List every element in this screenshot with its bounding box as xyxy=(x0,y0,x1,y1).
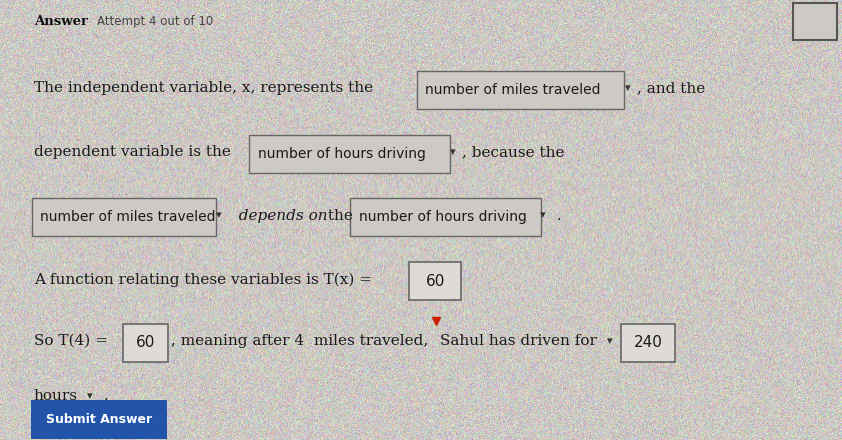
Text: Attempt 4 out of 10: Attempt 4 out of 10 xyxy=(97,15,213,29)
FancyBboxPatch shape xyxy=(123,324,168,362)
Text: ▾: ▾ xyxy=(450,147,456,157)
Text: The independent variable, x, represents the: The independent variable, x, represents … xyxy=(34,81,382,95)
Text: , because the: , because the xyxy=(462,145,565,159)
Text: ▾: ▾ xyxy=(216,211,221,220)
Text: 60: 60 xyxy=(136,335,156,350)
Text: dependent variable is the: dependent variable is the xyxy=(34,145,240,159)
FancyBboxPatch shape xyxy=(621,324,675,362)
FancyBboxPatch shape xyxy=(417,71,624,109)
Text: So T(4) =: So T(4) = xyxy=(34,334,108,348)
Text: .: . xyxy=(99,389,108,403)
Text: , and the: , and the xyxy=(637,81,706,95)
FancyBboxPatch shape xyxy=(31,400,167,439)
Text: the: the xyxy=(323,209,363,223)
Text: number of hours driving: number of hours driving xyxy=(258,147,425,161)
Text: .: . xyxy=(552,209,562,223)
Text: hours: hours xyxy=(34,389,77,403)
Text: 60: 60 xyxy=(425,274,445,289)
Text: number of miles traveled: number of miles traveled xyxy=(425,83,600,97)
Text: Sahul has driven for: Sahul has driven for xyxy=(440,334,596,348)
FancyBboxPatch shape xyxy=(409,262,461,300)
Text: depends on: depends on xyxy=(229,209,328,223)
FancyBboxPatch shape xyxy=(249,135,450,172)
Text: ▾: ▾ xyxy=(607,336,612,346)
Text: A function relating these variables is T(x) =: A function relating these variables is T… xyxy=(34,272,371,286)
Text: ▾: ▾ xyxy=(88,391,93,401)
FancyBboxPatch shape xyxy=(350,198,541,236)
Text: Submit Answer: Submit Answer xyxy=(45,413,152,426)
Text: 240: 240 xyxy=(634,335,663,350)
Text: Answer: Answer xyxy=(34,15,88,29)
Text: ▾: ▾ xyxy=(541,211,546,220)
FancyBboxPatch shape xyxy=(32,198,216,236)
Text: ▾: ▾ xyxy=(625,83,630,93)
Text: number of hours driving: number of hours driving xyxy=(359,210,526,224)
FancyBboxPatch shape xyxy=(793,3,837,40)
Text: number of miles traveled: number of miles traveled xyxy=(40,210,216,224)
Text: , meaning after 4  miles traveled,: , meaning after 4 miles traveled, xyxy=(171,334,433,348)
